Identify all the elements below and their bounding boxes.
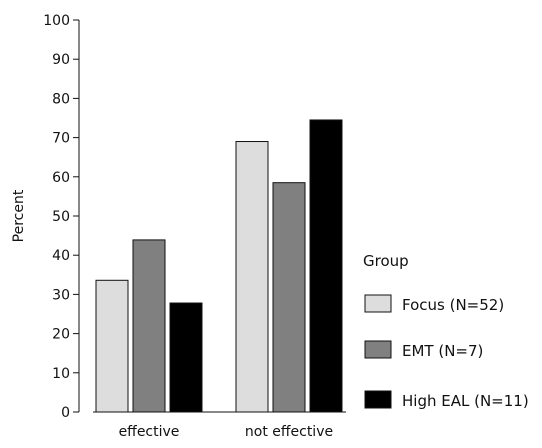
y-tick-label: 10: [52, 366, 70, 382]
bar: [169, 302, 203, 413]
bar: [95, 279, 129, 413]
bars-layer: [95, 119, 343, 413]
y-tick-label: 80: [52, 91, 70, 107]
x-tick-label: not effective: [245, 424, 333, 440]
y-tick-label: 40: [52, 248, 70, 264]
y-tick-label: 60: [52, 170, 70, 186]
axes-layer: 0 10 20 30 40 50 60 70 80 90 100 Percent effective no…: [11, 13, 346, 440]
y-tick-label: 30: [52, 287, 70, 303]
bar: [309, 119, 343, 413]
legend: Group Focus (N=52) EMT (N=7) High EAL (N=11…: [363, 252, 529, 410]
bar: [272, 182, 306, 413]
x-tick-label: effective: [119, 424, 180, 440]
legend-swatch: [364, 340, 392, 359]
y-tick-label: 100: [43, 13, 70, 29]
legend-swatch: [364, 294, 392, 313]
bar: [132, 239, 166, 413]
y-tick-label: 50: [52, 209, 70, 225]
y-tick-label: 0: [61, 405, 70, 421]
y-tick-label: 20: [52, 327, 70, 343]
legend-title: Group: [363, 252, 409, 270]
bar: [235, 141, 269, 413]
legend-label: EMT (N=7): [402, 342, 483, 360]
y-tick-label: 70: [52, 131, 70, 147]
legend-label: High EAL (N=11): [402, 392, 529, 410]
y-tick-label: 90: [52, 52, 70, 68]
y-axis-label: Percent: [11, 189, 27, 242]
legend-swatch: [364, 390, 392, 409]
legend-label: Focus (N=52): [402, 296, 504, 314]
